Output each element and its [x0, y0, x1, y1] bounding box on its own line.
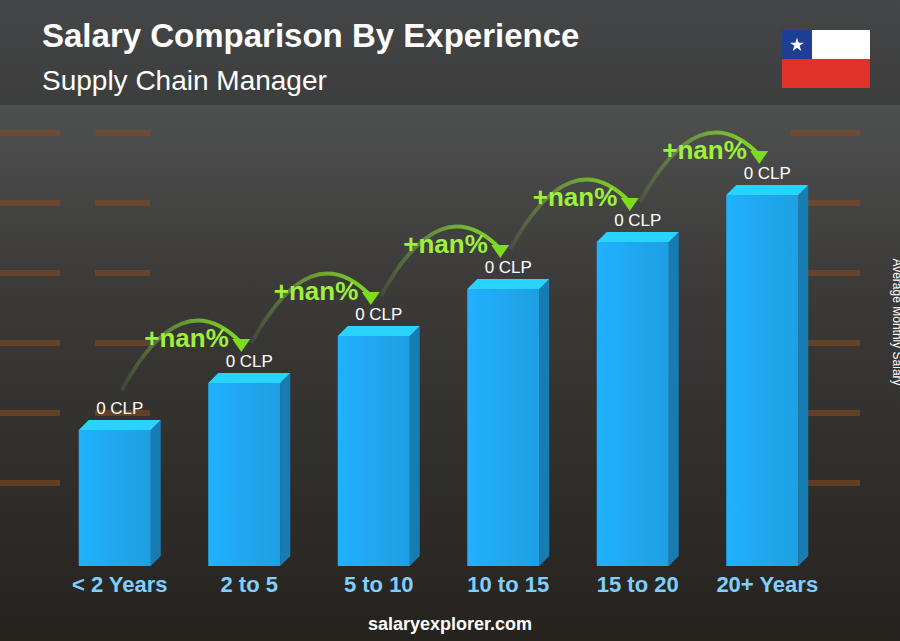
data-label: 0 CLP: [96, 399, 143, 418]
column-side: [151, 420, 161, 566]
shelf: [0, 480, 60, 486]
change-arrow-head: [362, 292, 380, 305]
x-tick-label: 2 to 5: [221, 572, 278, 597]
column-top: [467, 279, 549, 289]
column-top: [208, 373, 290, 383]
bar: [597, 566, 669, 567]
change-arrow-head: [491, 245, 509, 258]
column-front: [726, 195, 798, 566]
change-arrow: [640, 133, 760, 202]
x-tick-label: 15 to 20: [597, 572, 679, 597]
flag: [782, 30, 870, 88]
data-label: 0 CLP: [744, 164, 791, 183]
flag-blue: [782, 30, 812, 59]
chart: Salary Comparison By Experience Supply Ch…: [0, 0, 900, 641]
x-tick: 10 to 15: [467, 566, 549, 597]
data-label: 0 CLP: [355, 305, 402, 324]
columns: [79, 185, 809, 566]
change-arrows: +nan% +nan% +nan% +nan% +nan%: [122, 133, 769, 390]
change-arrow: [251, 274, 371, 343]
shelf: [95, 270, 150, 276]
column: [208, 373, 290, 566]
source: salaryexplorer.com: [368, 614, 532, 634]
column-top: [726, 185, 808, 195]
data-label: 0 CLP: [226, 352, 273, 371]
shelf: [0, 340, 60, 346]
column-side: [280, 373, 290, 566]
x-tick: < 2 Years: [72, 566, 168, 597]
change-arrow-head: [750, 151, 768, 164]
x-tick: 15 to 20: [597, 566, 679, 597]
shelf: [0, 200, 60, 206]
background: [0, 0, 900, 641]
change-label: +nan%: [403, 229, 488, 259]
column-side: [410, 326, 420, 566]
x-tick-label: 10 to 15: [467, 572, 549, 597]
flag-white: [782, 30, 870, 59]
change-label: +nan%: [274, 276, 359, 306]
shelf: [95, 200, 150, 206]
change-arrow-head: [621, 198, 639, 211]
change-label: +nan%: [533, 182, 618, 212]
shelf: [0, 270, 60, 276]
column: [467, 279, 549, 566]
flag-red: [782, 59, 870, 88]
column-front: [338, 336, 410, 566]
column-side: [798, 185, 808, 566]
x-tick: 20+ Years: [716, 566, 818, 597]
ceiling: [0, 0, 900, 105]
change-label: +nan%: [144, 323, 229, 353]
x-axis-line: [56, 566, 833, 567]
bar: [208, 566, 280, 567]
x-tick: 5 to 10: [344, 566, 414, 597]
column-top: [338, 326, 420, 336]
bar: [467, 566, 539, 567]
column-side: [669, 232, 679, 566]
shelf: [0, 130, 60, 136]
shelf: [95, 340, 150, 346]
column-top: [597, 232, 679, 242]
subtitle: Supply Chain Manager: [42, 65, 327, 96]
flag-star: [790, 38, 804, 51]
column: [79, 420, 161, 566]
change-arrow: [510, 180, 630, 249]
change-arrow: [381, 227, 501, 296]
change-arrow: [122, 321, 242, 390]
bar: [79, 566, 151, 567]
x-tick-label: 5 to 10: [344, 572, 414, 597]
change-arrow-head: [232, 339, 250, 352]
column-top: [79, 420, 161, 430]
bar: [726, 566, 798, 567]
column: [597, 232, 679, 566]
column-front: [79, 430, 151, 566]
shelf: [0, 410, 60, 416]
y-axis-label: Average Monthly Salary: [890, 258, 900, 385]
column: [338, 326, 420, 566]
column-front: [597, 242, 669, 566]
column: [726, 185, 808, 566]
column-front: [467, 289, 539, 566]
x-tick: 2 to 5: [221, 566, 278, 597]
change-label: +nan%: [662, 135, 747, 165]
x-tick-label: < 2 Years: [72, 572, 168, 597]
column-side: [539, 279, 549, 566]
title: Salary Comparison By Experience: [42, 17, 579, 54]
bar: [338, 566, 410, 567]
column-front: [208, 383, 280, 566]
x-axis: < 2 Years 2 to 5 5 to 10 10 to 15 15 to 20 20…: [56, 566, 833, 597]
shelf: [790, 130, 860, 136]
data-label: 0 CLP: [614, 211, 661, 230]
data-label: 0 CLP: [485, 258, 532, 277]
data-labels: 0 CLP 0 CLP 0 CLP 0 CLP 0 CLP 0 CLP: [96, 164, 791, 418]
shelf: [95, 130, 150, 136]
x-tick-label: 20+ Years: [716, 572, 818, 597]
